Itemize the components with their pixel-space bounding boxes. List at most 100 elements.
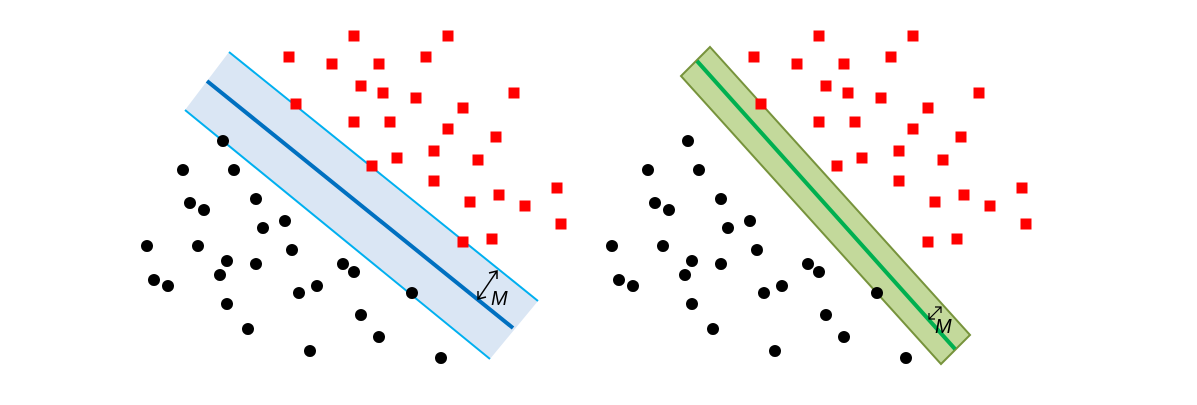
class-b-point: [1020, 218, 1032, 230]
left-data-points: [141, 30, 567, 364]
class-b-point: [856, 152, 868, 164]
class-b-point: [885, 51, 897, 63]
class-b-point: [290, 98, 302, 110]
class-a-point: [406, 287, 418, 299]
class-b-point: [922, 236, 934, 248]
class-b-point: [791, 58, 803, 70]
class-a-point: [221, 255, 233, 267]
class-b-point: [493, 189, 505, 201]
class-a-point: [221, 298, 233, 310]
class-a-point: [337, 258, 349, 270]
class-b-point: [973, 87, 985, 99]
class-b-point: [348, 116, 360, 128]
class-b-point: [384, 116, 396, 128]
class-a-point: [348, 266, 360, 278]
class-a-point: [250, 258, 262, 270]
class-a-point: [871, 287, 883, 299]
class-a-point: [744, 215, 756, 227]
class-b-point: [893, 175, 905, 187]
class-b-point: [958, 189, 970, 201]
class-b-point: [842, 87, 854, 99]
class-b-point: [951, 233, 963, 245]
class-a-point: [838, 331, 850, 343]
class-a-point: [304, 345, 316, 357]
class-b-point: [457, 236, 469, 248]
class-b-point: [820, 80, 832, 92]
margin-boundary-lower: [184, 109, 491, 360]
class-b-point: [755, 98, 767, 110]
class-b-point: [907, 123, 919, 135]
class-b-point: [875, 92, 887, 104]
class-b-point: [955, 131, 967, 143]
decision-boundary: [695, 59, 957, 351]
class-a-point: [776, 280, 788, 292]
class-b-point: [813, 30, 825, 42]
margin-arrow-icon: [928, 306, 942, 320]
class-b-point: [410, 92, 422, 104]
class-b-point: [355, 80, 367, 92]
class-b-point: [486, 233, 498, 245]
class-a-point: [813, 266, 825, 278]
class-a-point: [657, 240, 669, 252]
class-b-point: [519, 200, 531, 212]
class-b-point: [1016, 182, 1028, 194]
class-a-point: [184, 197, 196, 209]
class-a-point: [373, 331, 385, 343]
class-b-point: [508, 87, 520, 99]
class-a-point: [663, 204, 675, 216]
class-a-point: [751, 244, 763, 256]
class-a-point: [679, 269, 691, 281]
class-b-point: [373, 58, 385, 70]
class-a-point: [242, 323, 254, 335]
class-b-point: [929, 196, 941, 208]
class-a-point: [769, 345, 781, 357]
class-a-point: [286, 244, 298, 256]
class-b-point: [490, 131, 502, 143]
class-a-point: [686, 255, 698, 267]
class-a-point: [627, 280, 639, 292]
class-b-point: [831, 160, 843, 172]
class-b-point: [922, 102, 934, 114]
class-a-point: [198, 204, 210, 216]
class-a-point: [435, 352, 447, 364]
class-b-point: [391, 152, 403, 164]
class-b-point: [551, 182, 563, 194]
class-a-point: [257, 222, 269, 234]
class-b-point: [377, 87, 389, 99]
class-b-point: [428, 145, 440, 157]
class-a-point: [715, 193, 727, 205]
class-a-point: [141, 240, 153, 252]
class-b-point: [893, 145, 905, 157]
class-b-point: [457, 102, 469, 114]
class-a-point: [693, 164, 705, 176]
narrow-margin-panel: M: [606, 30, 1032, 366]
class-b-point: [428, 175, 440, 187]
class-a-point: [613, 274, 625, 286]
class-a-point: [606, 240, 618, 252]
class-a-point: [758, 287, 770, 299]
decision-boundary: [205, 79, 515, 330]
class-a-point: [311, 280, 323, 292]
class-b-point: [326, 58, 338, 70]
class-b-point: [813, 116, 825, 128]
class-a-point: [649, 197, 661, 209]
class-a-point: [802, 258, 814, 270]
class-b-point: [748, 51, 760, 63]
class-a-point: [250, 193, 262, 205]
class-a-point: [228, 164, 240, 176]
margin-boundary-upper: [228, 51, 539, 302]
class-b-point: [984, 200, 996, 212]
class-a-point: [177, 164, 189, 176]
class-b-point: [472, 154, 484, 166]
class-b-point: [907, 30, 919, 42]
class-a-point: [682, 135, 694, 147]
class-a-point: [722, 222, 734, 234]
class-a-point: [900, 352, 912, 364]
margin-label: M: [491, 288, 508, 310]
class-b-point: [366, 160, 378, 172]
class-b-point: [555, 218, 567, 230]
class-a-point: [279, 215, 291, 227]
class-a-point: [707, 323, 719, 335]
class-a-point: [148, 274, 160, 286]
